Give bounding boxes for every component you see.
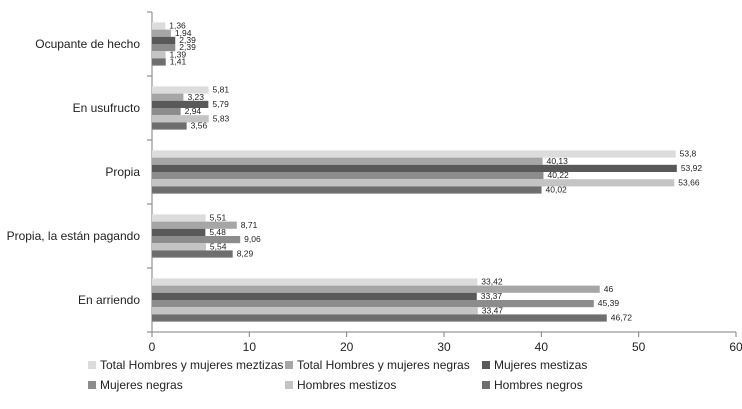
category-label: Ocupante de hecho [35,37,140,51]
bar [152,58,166,66]
data-label: 1,39 [170,49,187,59]
data-label: 5,48 [209,227,226,237]
bar [152,36,176,44]
x-tick-label: 60 [729,340,742,354]
data-label: 33,47 [482,305,504,315]
x-tick-label: 30 [437,340,451,354]
data-label: 1,94 [175,28,192,38]
x-tick-label: 20 [340,340,354,354]
data-label: 53,92 [681,163,703,173]
data-label: 40,13 [547,156,569,166]
data-label: 5,51 [210,213,227,223]
bar [152,157,543,165]
bar [152,221,237,229]
x-tick-label: 40 [535,340,549,354]
bar [152,243,206,251]
bar [152,150,676,158]
bar [152,179,675,187]
x-tick-label: 10 [243,340,257,354]
bar [152,250,233,258]
bar [152,236,241,244]
bar [152,186,542,194]
bar [152,307,478,315]
data-label: 53,66 [678,177,700,187]
bar [152,93,184,101]
data-label: 9,06 [244,234,261,244]
category-label: Propia, la están pagando [7,229,141,243]
bar [152,172,544,180]
data-label: 1,36 [169,21,186,31]
data-label: 46,72 [611,313,633,323]
data-label: 8,29 [237,249,254,259]
category-label: En arriendo [78,293,140,307]
bar [152,292,477,300]
category-label: En usufructo [73,101,141,115]
category-label: Propia [105,165,140,179]
data-label: 40,02 [546,185,568,195]
data-label: 46 [604,284,614,294]
data-label: 2,94 [185,106,202,116]
bar [152,44,176,52]
x-tick-label: 50 [632,340,646,354]
data-label: 5,81 [213,85,230,95]
data-label: 33,37 [481,291,503,301]
data-label: 8,71 [241,220,258,230]
data-label: 53,8 [680,149,697,159]
data-label: 3,56 [191,121,208,131]
data-label: 3,23 [187,92,204,102]
data-label: 5,83 [213,113,230,123]
x-tick-label: 0 [149,340,156,354]
data-label: 33,42 [481,277,503,287]
bar [152,115,209,123]
bar [152,22,166,30]
bar [152,285,600,293]
data-label: 5,79 [212,99,229,109]
bar [152,278,478,286]
data-label: 45,39 [598,298,620,308]
bar [152,100,209,108]
bar [152,29,171,37]
bar [152,300,594,308]
bar [152,108,181,116]
bar [152,314,607,322]
data-label: 40,22 [547,170,569,180]
bar [152,214,206,222]
data-label: 2,39 [179,42,196,52]
bar [152,228,206,236]
bar [152,164,677,172]
data-label: 1,41 [170,57,187,67]
data-label: 5,54 [210,241,227,251]
data-label: 2,39 [179,35,196,45]
bar [152,122,187,130]
bar [152,86,209,94]
bar [152,51,166,59]
